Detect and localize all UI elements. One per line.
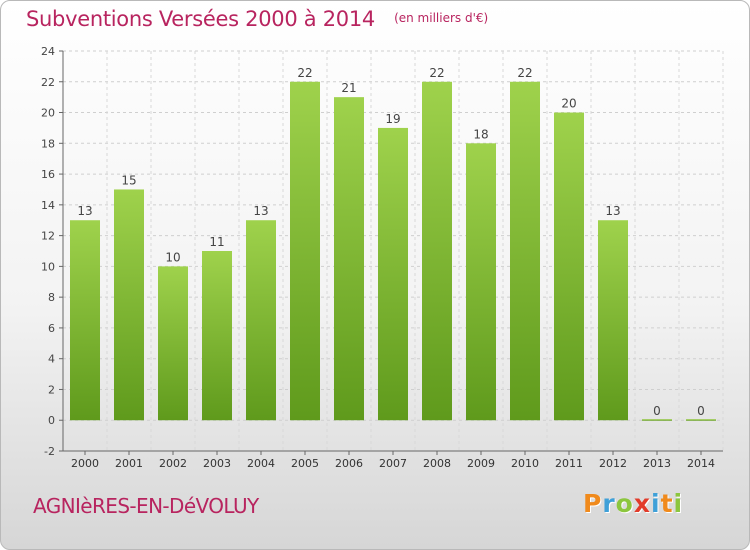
y-tick-label: 20 [41, 107, 55, 120]
x-tick-label: 2013 [643, 457, 671, 470]
x-tick-label: 2007 [379, 457, 407, 470]
logo-letter: r [602, 489, 616, 518]
logo-letter: i [651, 489, 661, 518]
data-label: 0 [697, 404, 705, 418]
y-tick-label: -2 [44, 445, 55, 458]
proxiti-logo[interactable]: Proxiti [583, 489, 683, 518]
x-tick-label: 2005 [291, 457, 319, 470]
axes [59, 50, 723, 455]
bar [378, 127, 408, 421]
bar [422, 81, 452, 421]
data-label: 10 [165, 250, 180, 264]
x-tick-label: 2001 [115, 457, 143, 470]
bar [598, 220, 628, 421]
y-tick-label: 12 [41, 230, 55, 243]
bar [158, 266, 188, 421]
logo-letter: o [615, 489, 634, 518]
y-tick-label: 6 [48, 322, 55, 335]
y-tick-label: 14 [41, 199, 55, 212]
bar [686, 419, 716, 421]
data-label: 13 [77, 204, 92, 218]
logo-letter: P [583, 489, 603, 518]
logo-letter: t [660, 489, 674, 518]
data-label: 20 [561, 97, 576, 111]
y-tick-label: 4 [48, 353, 55, 366]
title-text: Subventions Versées 2000 à 2014 [26, 7, 375, 31]
x-tick-label: 2009 [467, 457, 495, 470]
logo-letter: x [633, 489, 651, 518]
y-tick-label: 18 [41, 137, 55, 150]
bar [334, 97, 364, 421]
logo-letter: i [673, 489, 684, 518]
data-label: 13 [253, 204, 268, 218]
bar [114, 189, 144, 421]
data-label: 11 [209, 235, 224, 249]
unit-note: (en milliers d'€) [394, 11, 489, 25]
labels: -202468101214161820222413200015200110200… [41, 45, 715, 470]
bar [510, 81, 540, 421]
data-label: 22 [517, 66, 532, 80]
x-tick-label: 2004 [247, 457, 275, 470]
x-tick-label: 2011 [555, 457, 583, 470]
y-tick-label: 16 [41, 168, 55, 181]
bar [466, 143, 496, 421]
y-tick-label: 22 [41, 76, 55, 89]
y-tick-label: 8 [48, 291, 55, 304]
bars [70, 81, 716, 421]
x-tick-label: 2002 [159, 457, 187, 470]
y-tick-label: 24 [41, 45, 55, 58]
x-tick-label: 2003 [203, 457, 231, 470]
bar [70, 220, 100, 421]
chart-title: Subventions Versées 2000 à 2014 (en mill… [26, 7, 488, 31]
y-tick-label: 2 [48, 383, 55, 396]
bar [554, 112, 584, 421]
x-tick-label: 2000 [71, 457, 99, 470]
x-tick-label: 2006 [335, 457, 363, 470]
bar [246, 220, 276, 421]
bar [290, 81, 320, 421]
data-label: 0 [653, 404, 661, 418]
data-label: 22 [297, 66, 312, 80]
x-tick-label: 2008 [423, 457, 451, 470]
data-label: 21 [341, 81, 356, 95]
bar [642, 419, 672, 421]
data-label: 18 [473, 127, 488, 141]
data-label: 19 [385, 112, 400, 126]
place-name: AGNIèRES-EN-DéVOLUY [33, 494, 259, 518]
y-tick-label: 0 [48, 414, 55, 427]
data-label: 13 [605, 204, 620, 218]
x-tick-label: 2012 [599, 457, 627, 470]
x-tick-label: 2010 [511, 457, 539, 470]
x-tick-label: 2014 [687, 457, 715, 470]
bar [202, 251, 232, 421]
data-label: 15 [121, 173, 136, 187]
data-label: 22 [429, 66, 444, 80]
y-tick-label: 10 [41, 260, 55, 273]
